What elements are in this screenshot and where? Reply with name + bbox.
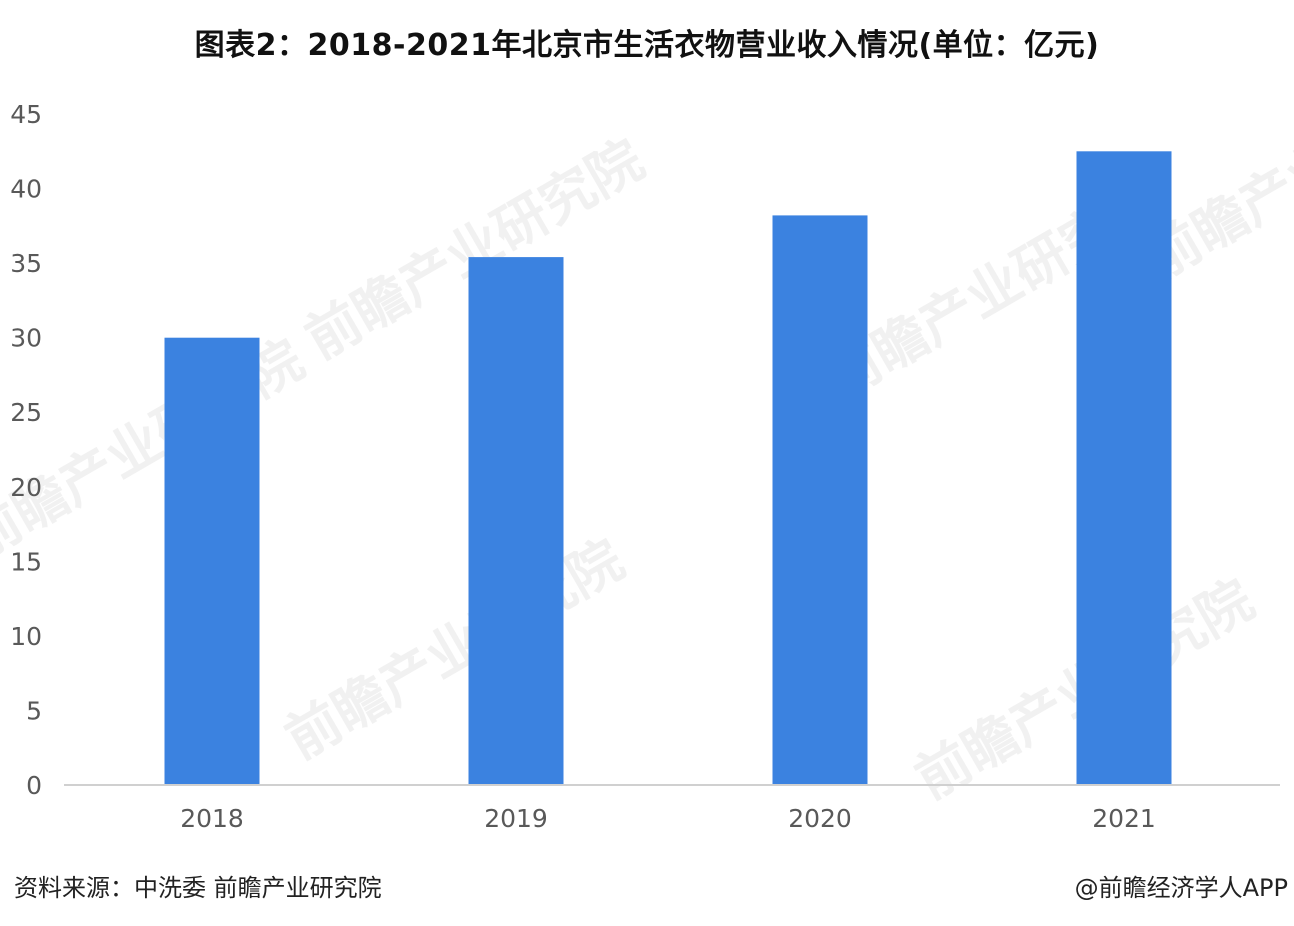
y-tick-label-15: 15 [10, 547, 42, 576]
x-tick-label-2019: 2019 [484, 804, 548, 833]
watermark-text: 前瞻产业研究院 [275, 528, 634, 772]
x-axis-categories: 2018 2019 2020 2021 [180, 804, 1156, 833]
y-tick-label-0: 0 [26, 771, 42, 800]
y-tick-label-25: 25 [10, 398, 42, 427]
x-tick-label-2018: 2018 [180, 804, 244, 833]
y-tick-label-40: 40 [10, 175, 42, 204]
y-tick-label-20: 20 [10, 473, 42, 502]
bar-2021 [1076, 151, 1172, 786]
y-axis-ticks: 0 5 10 15 20 25 30 35 40 45 [10, 100, 42, 800]
brand-note: @前瞻经济学人APP [1074, 874, 1288, 902]
source-note: 资料来源：中洗委 前瞻产业研究院 [14, 874, 382, 902]
y-tick-label-5: 5 [26, 696, 42, 725]
y-tick-label-30: 30 [10, 324, 42, 353]
chart-title: 图表2：2018-2021年北京市生活衣物营业收入情况(单位：亿元) [194, 28, 1100, 63]
y-tick-label-45: 45 [10, 100, 42, 129]
y-tick-label-10: 10 [10, 622, 42, 651]
watermark-text: 前瞻产业研究院 [0, 328, 314, 572]
bar-2019 [468, 257, 564, 786]
bars-group [164, 151, 1172, 786]
x-tick-label-2020: 2020 [788, 804, 852, 833]
y-tick-label-35: 35 [10, 249, 42, 278]
x-tick-label-2021: 2021 [1092, 804, 1156, 833]
bar-2020 [772, 215, 868, 785]
bar-2018 [164, 337, 260, 785]
